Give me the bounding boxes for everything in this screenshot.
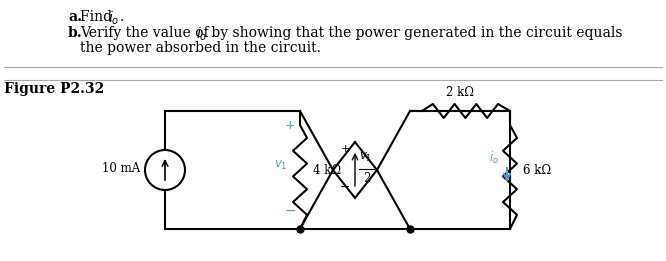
Text: .: . — [120, 10, 125, 24]
Text: $v_1$: $v_1$ — [359, 151, 372, 164]
Text: −: − — [340, 181, 350, 194]
Text: a.: a. — [68, 10, 82, 24]
Text: 10 mA: 10 mA — [102, 162, 140, 175]
Text: $i_o$: $i_o$ — [489, 150, 499, 166]
Text: −: − — [284, 204, 296, 218]
Text: 4 kΩ: 4 kΩ — [313, 163, 341, 176]
Text: Figure P2.32: Figure P2.32 — [4, 82, 105, 96]
Text: Verify the value of: Verify the value of — [80, 26, 213, 40]
Text: by showing that the power generated in the circuit equals: by showing that the power generated in t… — [207, 26, 623, 40]
Text: +: + — [340, 144, 350, 154]
Text: the power absorbed in the circuit.: the power absorbed in the circuit. — [80, 41, 321, 55]
Text: 2: 2 — [364, 173, 371, 186]
Text: $i_o$: $i_o$ — [108, 10, 119, 27]
Text: $v_1$: $v_1$ — [274, 158, 287, 171]
Text: +: + — [284, 119, 295, 132]
Text: Find: Find — [80, 10, 117, 24]
Text: 2 kΩ: 2 kΩ — [446, 86, 474, 99]
Text: 6 kΩ: 6 kΩ — [523, 163, 551, 176]
Text: $i_o$: $i_o$ — [196, 26, 207, 43]
Text: b.: b. — [68, 26, 83, 40]
